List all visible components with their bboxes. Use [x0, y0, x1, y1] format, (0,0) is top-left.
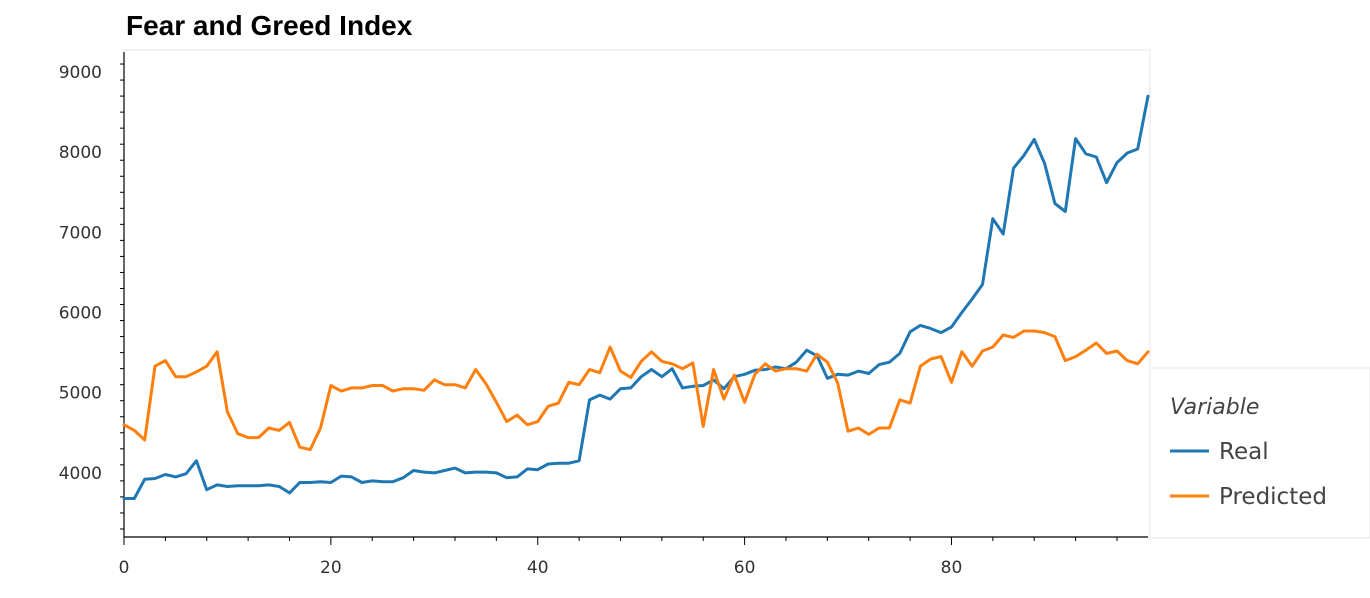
legend: Variable Real Predicted — [1149, 367, 1370, 539]
series-line-predicted — [122, 329, 1150, 452]
chart-title: Fear and Greed Index — [126, 10, 413, 41]
legend-label-predicted: Predicted — [1219, 484, 1327, 510]
legend-box — [1149, 367, 1370, 539]
x-tick-label: 20 — [320, 558, 342, 578]
y-tick-label: 7000 — [59, 223, 102, 243]
y-tick-label: 8000 — [59, 143, 102, 163]
y-tick-label: 9000 — [59, 63, 102, 83]
y-tick-label: 5000 — [59, 384, 102, 404]
legend-title: Variable — [1170, 395, 1259, 420]
y-tick-label: 4000 — [59, 464, 102, 484]
x-tick-label: 0 — [119, 558, 130, 578]
series-line-real — [122, 94, 1150, 500]
y-tick-label: 6000 — [59, 304, 102, 324]
x-axis: 0 20 40 60 80 — [119, 536, 1148, 578]
plot-frame — [123, 49, 1151, 538]
series-layer — [122, 94, 1150, 500]
x-tick-label: 80 — [941, 558, 963, 578]
legend-items: Real Predicted — [1170, 439, 1327, 510]
legend-label-real: Real — [1219, 439, 1269, 465]
y-axis: 4000 5000 6000 7000 8000 9000 — [59, 52, 125, 537]
x-tick-label: 60 — [734, 558, 756, 578]
x-tick-label: 40 — [527, 558, 549, 578]
